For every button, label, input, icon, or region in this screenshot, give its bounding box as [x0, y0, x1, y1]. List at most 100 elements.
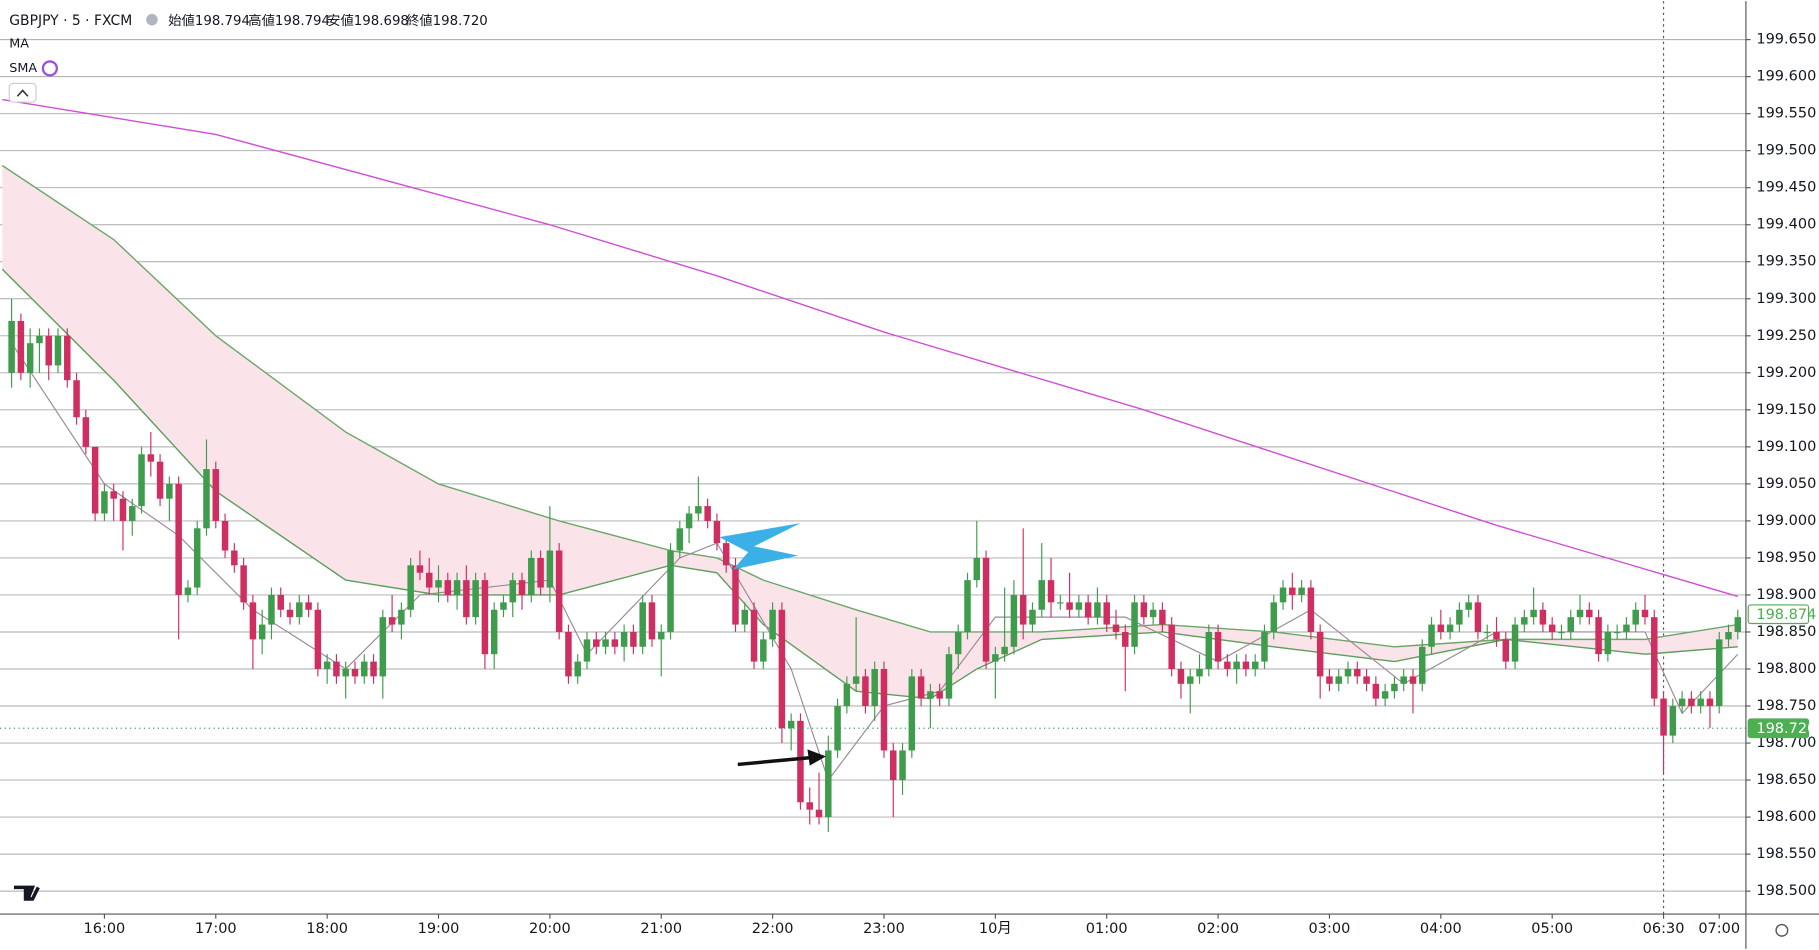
candle-body — [1688, 698, 1695, 707]
candle-body — [231, 550, 238, 566]
x-tick-label: 16:00 — [84, 921, 126, 937]
candle-body — [1261, 631, 1268, 662]
candle-body — [370, 661, 377, 677]
indicator-sma[interactable]: SMA — [9, 61, 37, 76]
price-label-box — [1747, 604, 1810, 625]
candle-body — [138, 454, 145, 507]
candle-body — [1595, 617, 1602, 655]
y-tick-label: 199.450 — [1756, 180, 1816, 196]
candle-body — [129, 506, 136, 521]
candle-body — [648, 602, 656, 640]
price-label: 198.720 — [1756, 721, 1816, 737]
candle-body — [463, 580, 470, 618]
candle-body — [769, 609, 776, 640]
candle-body — [453, 580, 461, 595]
candle-body — [1669, 706, 1677, 736]
candle-body — [73, 380, 80, 418]
candle-body — [119, 498, 127, 521]
y-tick-label: 199.300 — [1756, 291, 1816, 307]
candle-body — [1530, 609, 1537, 618]
symbol: GBPJPY · 5 · FXCM — [9, 13, 132, 29]
candle-body — [732, 565, 739, 625]
y-tick-label: 199.500 — [1756, 143, 1816, 159]
candle-body — [101, 491, 108, 514]
x-tick-label: 18:00 — [306, 921, 348, 937]
candle-body — [1465, 602, 1472, 610]
candle-body — [1613, 631, 1621, 634]
candle-body — [388, 617, 396, 625]
y-tick-label: 198.500 — [1756, 883, 1816, 899]
candle-body — [1641, 609, 1649, 618]
candle-body — [193, 528, 201, 588]
candle-body — [398, 609, 405, 625]
candle-body — [54, 335, 62, 366]
candle-body — [203, 469, 210, 529]
x-tick-label: 01:00 — [1086, 921, 1128, 937]
y-tick-label: 198.900 — [1756, 587, 1816, 603]
y-tick-label: 199.650 — [1756, 32, 1816, 48]
candle-body — [862, 676, 869, 707]
candle-body — [1131, 602, 1138, 647]
collapse-icon — [16, 89, 29, 97]
candle-body — [1251, 661, 1259, 669]
candle-body — [880, 668, 888, 751]
axes: 198.500198.550198.600198.650198.700198.7… — [84, 32, 1817, 938]
candle-body — [1586, 609, 1593, 618]
candle-body — [1029, 609, 1036, 625]
settings-icon[interactable] — [1775, 923, 1789, 937]
ohlc-high: 高値198.794 — [248, 12, 330, 29]
collapse-button[interactable] — [8, 82, 37, 103]
candle-body — [1084, 602, 1092, 618]
candle-body — [1122, 631, 1129, 647]
price-label: 198.874 — [1756, 607, 1816, 623]
candle-body — [1697, 698, 1704, 707]
candle-body — [834, 706, 841, 751]
candle-body — [1196, 668, 1203, 677]
candle-body — [64, 335, 71, 381]
candle-body — [528, 557, 535, 595]
candle-body — [36, 335, 43, 344]
ma-line — [1, 268, 1738, 700]
candle-body — [1734, 617, 1742, 632]
candle-body — [1419, 646, 1426, 684]
candle-body — [379, 617, 387, 677]
y-tick-label: 199.150 — [1756, 402, 1816, 418]
candle-body — [342, 668, 349, 677]
candle-body — [361, 661, 368, 677]
candle-body — [1038, 580, 1045, 610]
x-tick-label: 06:30 — [1643, 921, 1685, 937]
candle-body — [843, 683, 851, 707]
candle-body — [1706, 698, 1714, 707]
candle-body — [722, 543, 730, 566]
y-tick-label: 198.700 — [1756, 735, 1816, 751]
candle-body — [490, 609, 498, 655]
candle-body — [982, 557, 990, 662]
candle-body — [1363, 676, 1370, 684]
candle-body — [899, 750, 906, 781]
candle-body — [676, 528, 684, 551]
candle-body — [221, 520, 229, 551]
indicator-ma[interactable]: MA — [9, 37, 29, 52]
candle-body — [1502, 639, 1510, 662]
candle-body — [695, 506, 702, 514]
candle-body — [1632, 609, 1639, 625]
candle-body — [305, 602, 312, 610]
candle-body — [1205, 631, 1213, 669]
candle-body — [1298, 587, 1305, 595]
candle-body — [546, 550, 554, 588]
candle-body — [1316, 631, 1324, 677]
candle-body — [741, 609, 749, 625]
candle-body — [574, 661, 581, 677]
candle-body — [268, 594, 275, 625]
candle-body — [1437, 624, 1445, 632]
candle-body — [890, 750, 897, 781]
candle-body — [1548, 624, 1556, 632]
y-tick-label: 198.650 — [1756, 772, 1816, 788]
candle-body — [565, 631, 572, 677]
candle-body — [1483, 631, 1491, 634]
candle-body — [323, 661, 331, 669]
candle-body — [240, 565, 247, 603]
candle-body — [1047, 580, 1055, 603]
candle-body — [787, 720, 795, 729]
